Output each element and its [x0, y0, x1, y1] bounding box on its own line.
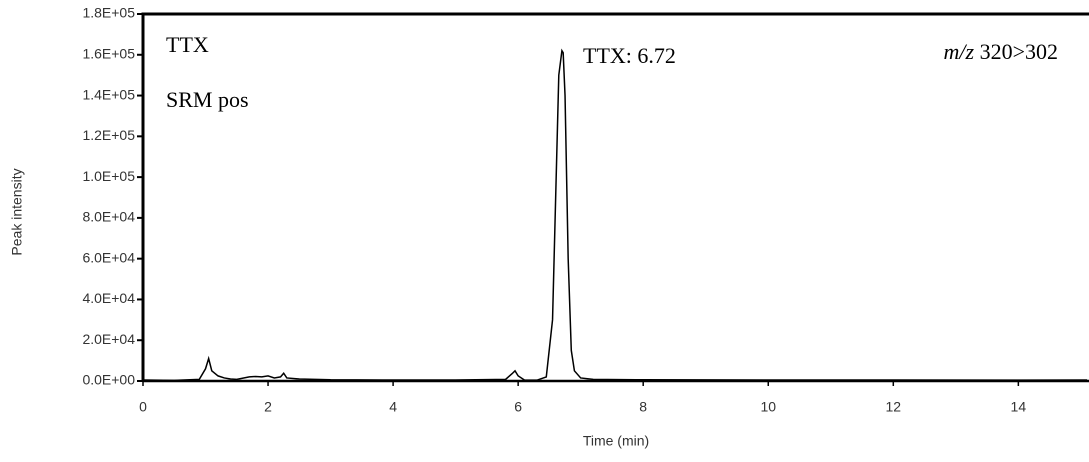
- y-tick-label: 4.0E+04: [82, 290, 135, 306]
- x-tick-label: 12: [886, 399, 902, 415]
- x-tick-label: 4: [389, 399, 397, 415]
- y-tick-label: 0.0E+00: [82, 372, 135, 388]
- annotation-part: m/z: [944, 39, 975, 64]
- y-tick-label: 1.2E+05: [82, 127, 135, 143]
- x-tick-label: 14: [1011, 399, 1027, 415]
- y-tick-label: 1.4E+05: [82, 86, 135, 102]
- annotation: m/z 320>302: [944, 39, 1058, 64]
- y-tick-label: 1.0E+05: [82, 168, 135, 184]
- y-tick-label: 8.0E+04: [82, 209, 135, 225]
- trace: [142, 48, 1088, 382]
- x-tick-label: 2: [264, 399, 272, 415]
- x-tick-label: 10: [760, 399, 776, 415]
- x-tick-label: 6: [514, 399, 522, 415]
- y-axis-title: Peak intensity: [9, 168, 25, 255]
- y-tick-label: 6.0E+04: [82, 249, 135, 265]
- annotation: TTX: 6.72: [583, 43, 676, 68]
- x-tick-label: 8: [639, 399, 647, 415]
- x-axis-title: Time (min): [583, 433, 649, 449]
- annotation: TTX: [166, 32, 209, 57]
- annotation-part: 320>302: [980, 39, 1058, 64]
- x-tick-label: 0: [139, 399, 147, 415]
- y-tick-label: 1.8E+05: [82, 5, 135, 21]
- y-tick-label: 1.6E+05: [82, 45, 135, 61]
- annotation: SRM pos: [166, 87, 249, 112]
- plot-frame: [141, 12, 1089, 381]
- y-tick-label: 2.0E+04: [82, 331, 135, 347]
